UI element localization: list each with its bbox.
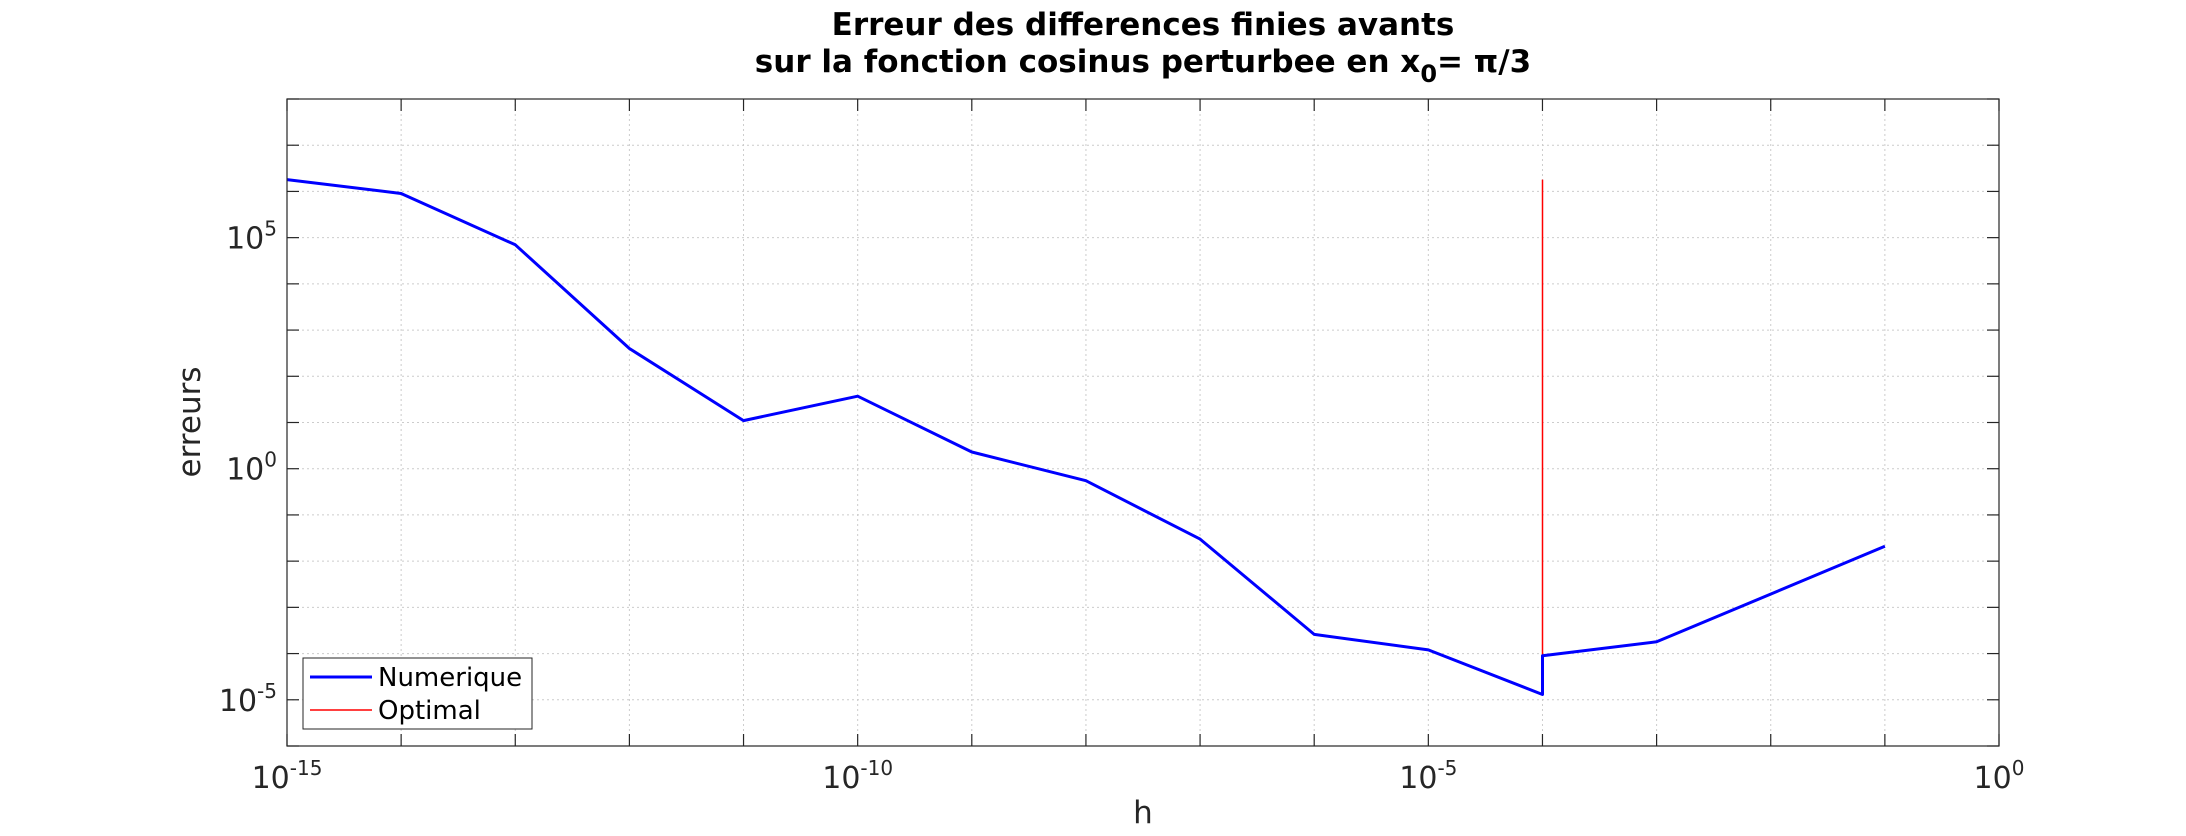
tick-base: 10 [219, 684, 257, 719]
tick-base: 10 [1399, 761, 1437, 796]
chart-title-subscript: 0 [1420, 60, 1437, 88]
legend: Numerique Optimal [302, 657, 533, 730]
tick-exponent: -15 [290, 756, 323, 780]
tick-exponent: -5 [257, 679, 277, 703]
chart-title-line1: Erreur des differences finies avants [832, 7, 1455, 43]
x-tick-label: 10-10 [822, 756, 893, 796]
x-tick-label: 10-5 [1399, 756, 1457, 796]
legend-label-numerique: Numerique [378, 663, 522, 693]
chart-title-line2: sur la fonction cosinus perturbee en x0=… [755, 44, 1531, 88]
tick-exponent: 5 [264, 217, 277, 241]
y-axis-label: erreurs [172, 367, 208, 478]
x-axis-label: h [1133, 795, 1153, 831]
x-tick-labels: 10-15 10-10 10-5 100 [252, 756, 2025, 796]
chart-title-line2-prefix: sur la fonction cosinus perturbee en x [755, 44, 1421, 80]
chart-title-line2-suffix: = π/3 [1437, 44, 1531, 80]
tick-base: 10 [1974, 761, 2012, 796]
legend-box [302, 657, 533, 730]
y-tick-label: 105 [226, 217, 277, 257]
x-tick-label: 100 [1974, 756, 2025, 796]
tick-exponent: 0 [2012, 756, 2025, 780]
plot-frame [286, 98, 2000, 747]
series-layer [286, 178, 1886, 696]
legend-label-optimal: Optimal [378, 696, 481, 726]
tick-base: 10 [822, 761, 860, 796]
tick-exponent: -10 [860, 756, 893, 780]
y-tick-label: 100 [226, 448, 277, 488]
y-tick-label: 10-5 [219, 679, 277, 719]
tick-base: 10 [226, 222, 264, 257]
x-tick-label: 10-15 [252, 756, 323, 796]
tick-base: 10 [226, 453, 264, 488]
series-line-numerique [286, 178, 1886, 696]
tick-exponent: -5 [1437, 756, 1457, 780]
tick-exponent: 0 [264, 448, 277, 472]
tick-base: 10 [252, 761, 290, 796]
